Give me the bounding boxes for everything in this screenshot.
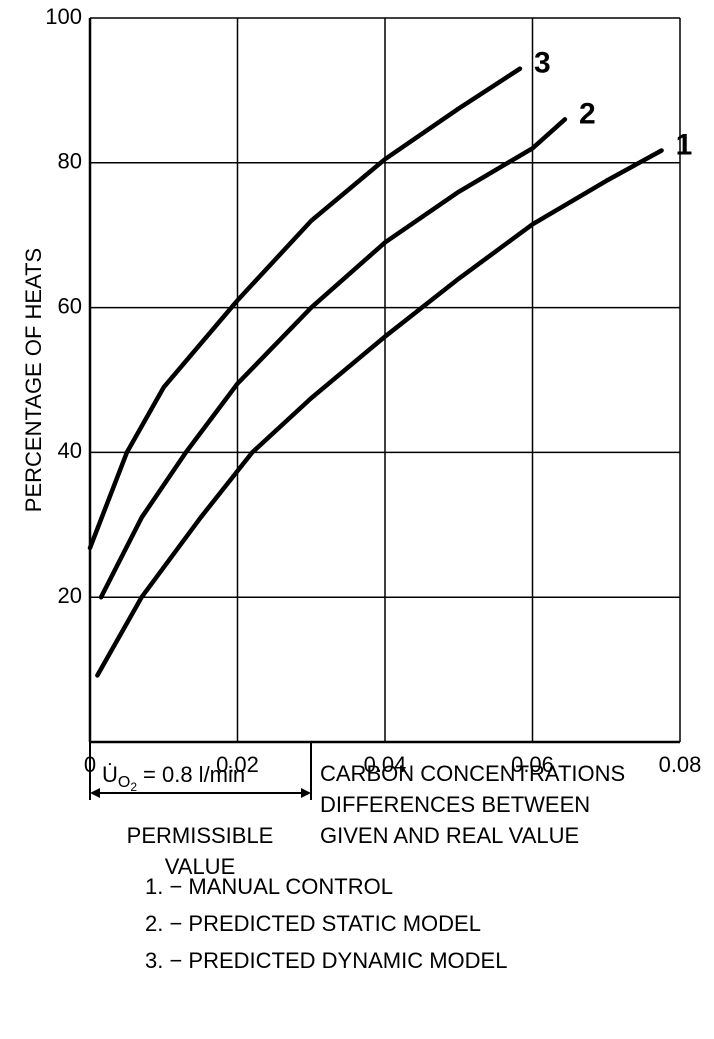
data-line <box>95 148 664 678</box>
y-tick-label: 80 <box>58 149 82 174</box>
data-line <box>98 117 568 600</box>
symbol: U̇ <box>102 762 118 787</box>
curve-label: 3 <box>534 47 551 80</box>
y-tick-label: 100 <box>45 4 82 29</box>
y-tick-label: 60 <box>58 293 82 318</box>
annotation: PERMISSIBLE <box>127 823 274 848</box>
legend-entry: 2. − PREDICTED STATIC MODEL <box>145 911 481 936</box>
x-tick-label: 0.06 <box>511 752 554 777</box>
x-axis-label: CARBON CONCENTRATIONS <box>320 761 625 786</box>
x-tick-label: 0.08 <box>659 752 702 777</box>
legend-entry: 3. − PREDICTED DYNAMIC MODEL <box>145 948 507 973</box>
annotation: VALUE <box>165 854 236 879</box>
y-axis-label: PERCENTAGE OF HEATS <box>21 248 46 512</box>
subscript: 2 <box>130 780 137 794</box>
legend-entry: 1. − MANUAL CONTROL <box>145 874 393 899</box>
y-tick-label: 20 <box>58 583 82 608</box>
y-tick-label: 40 <box>58 438 82 463</box>
x-axis-label: GIVEN AND REAL VALUE <box>320 823 579 848</box>
curve-label: 2 <box>579 97 596 130</box>
x-tick-label: 0.04 <box>364 752 407 777</box>
data-line <box>87 66 523 551</box>
annotation: U̇O2 = 0.8 l/min <box>102 762 245 794</box>
x-tick-label: 0 <box>84 752 96 777</box>
equation: = 0.8 l/min <box>143 762 245 787</box>
subscript: O <box>118 774 130 791</box>
x-tick-label: 0.02 <box>216 752 259 777</box>
curve-label: 1 <box>676 128 693 161</box>
x-axis-label: DIFFERENCES BETWEEN <box>320 792 590 817</box>
